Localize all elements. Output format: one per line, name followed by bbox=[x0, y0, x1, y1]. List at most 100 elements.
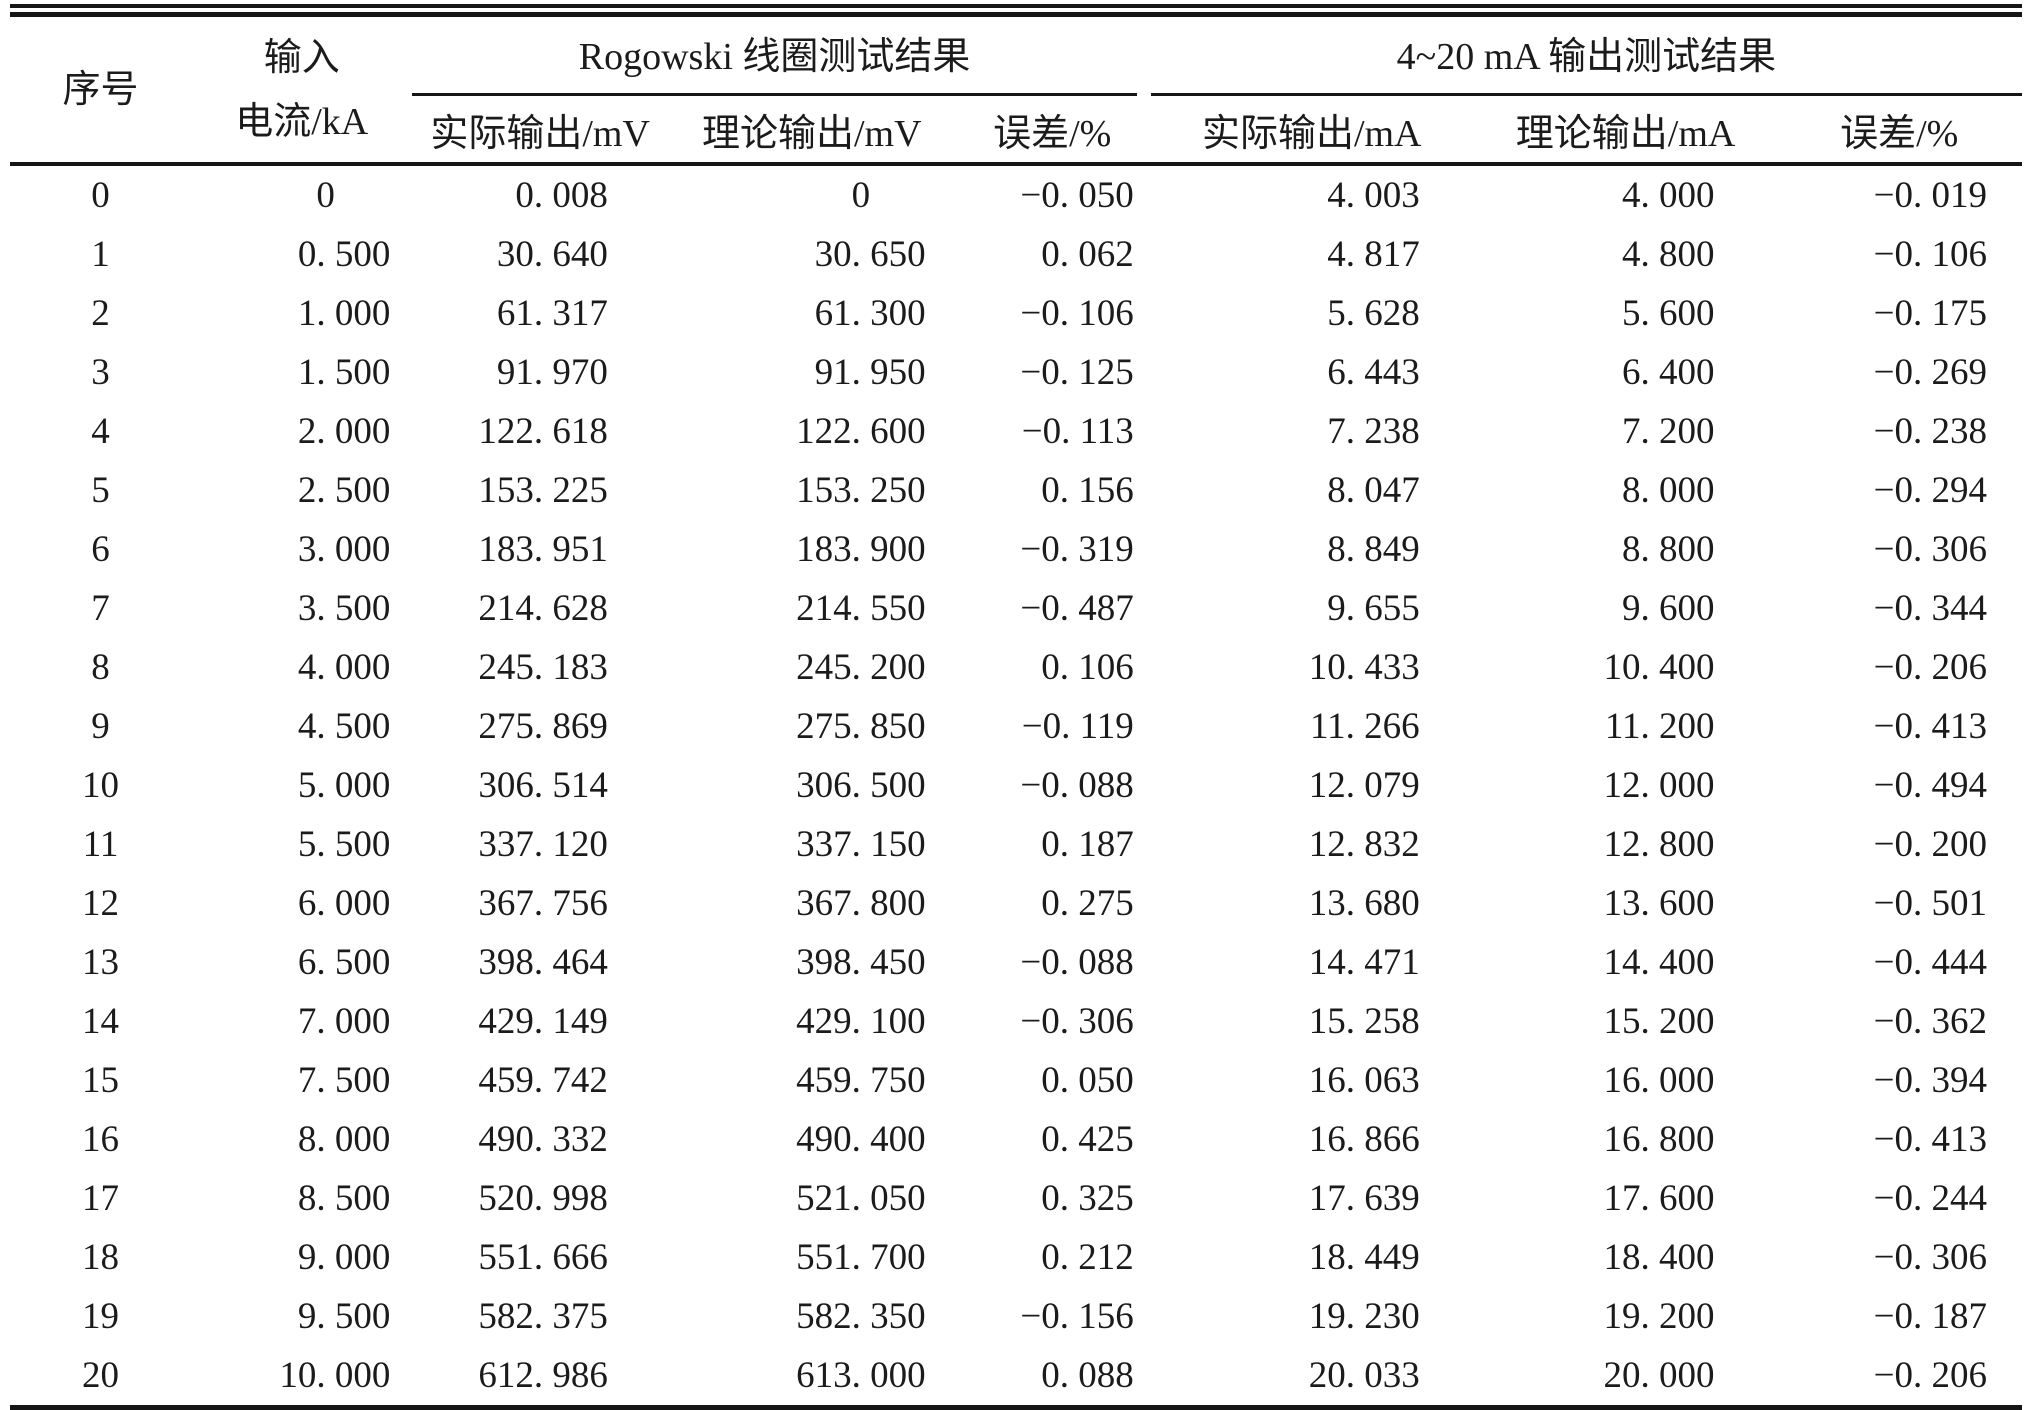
cell-ma-theory: 16. 000 bbox=[1603, 1060, 1715, 1101]
cell-ma-error: −0. 394 bbox=[1873, 1060, 1987, 1101]
cell-seq: 2 bbox=[91, 293, 110, 334]
cell-rogowski-error: 0. 325 bbox=[1041, 1178, 1134, 1219]
cell-rogowski-actual: 153. 225 bbox=[478, 470, 608, 511]
header-group-4-20ma-label: 4~20 mA 输出测试结果 bbox=[1150, 17, 2022, 96]
table-row: 6 3. 000 183. 951 183. 900 −0. 319 8. 84… bbox=[10, 520, 2022, 579]
cell-rogowski-actual: 183. 951 bbox=[478, 529, 608, 570]
cell-ma-error: −0. 206 bbox=[1873, 647, 1987, 688]
cell-rogowski-error: 0. 156 bbox=[1041, 470, 1134, 511]
table-row: 11 5. 500 337. 120 337. 150 0. 187 12. 8… bbox=[10, 815, 2022, 874]
cell-rogowski-actual: 0. 008 bbox=[515, 175, 608, 216]
table-row: 15 7. 500 459. 742 459. 750 0. 050 16. 0… bbox=[10, 1051, 2022, 1110]
cell-input-current: 5. 000 bbox=[297, 765, 391, 806]
header-group-4-20ma: 4~20 mA 输出测试结果 bbox=[1149, 17, 2022, 96]
cell-rogowski-actual: 490. 332 bbox=[478, 1119, 608, 1160]
header-rogowski-theory: 理论输出/mV bbox=[667, 96, 956, 166]
cell-rogowski-error: 0. 062 bbox=[1041, 234, 1134, 275]
cell-seq: 9 bbox=[91, 706, 110, 747]
cell-rogowski-actual: 306. 514 bbox=[478, 765, 608, 806]
cell-rogowski-actual: 91. 970 bbox=[496, 352, 608, 393]
cell-rogowski-theory: 153. 250 bbox=[796, 470, 926, 511]
cell-ma-theory: 9. 600 bbox=[1621, 588, 1715, 629]
cell-ma-theory: 4. 000 bbox=[1621, 175, 1715, 216]
cell-ma-actual: 8. 047 bbox=[1327, 470, 1420, 511]
cell-rogowski-theory: 183. 900 bbox=[796, 529, 926, 570]
cell-ma-actual: 6. 443 bbox=[1327, 352, 1420, 393]
cell-seq: 12 bbox=[82, 883, 120, 924]
cell-seq: 14 bbox=[82, 1001, 120, 1042]
cell-ma-error: −0. 019 bbox=[1873, 175, 1987, 216]
cell-ma-actual: 16. 063 bbox=[1308, 1060, 1420, 1101]
cell-ma-error: −0. 175 bbox=[1873, 293, 1987, 334]
cell-ma-error: −0. 362 bbox=[1873, 1001, 1987, 1042]
cell-rogowski-error: 0. 088 bbox=[1041, 1355, 1134, 1396]
cell-seq: 10 bbox=[82, 765, 120, 806]
header-rogowski-actual: 实际输出/mV bbox=[412, 96, 668, 166]
cell-ma-theory: 18. 400 bbox=[1603, 1237, 1715, 1278]
cell-rogowski-actual: 122. 618 bbox=[478, 411, 608, 452]
cell-ma-error: −0. 244 bbox=[1873, 1178, 1987, 1219]
cell-rogowski-theory: 429. 100 bbox=[796, 1001, 926, 1042]
cell-ma-error: −0. 294 bbox=[1873, 470, 1987, 511]
cell-ma-actual: 12. 832 bbox=[1308, 824, 1420, 865]
header-sub-row: 实际输出/mV 理论输出/mV 误差/% 实际输出/mA 理论输出/mA 误差/… bbox=[10, 96, 2022, 166]
cell-seq: 18 bbox=[82, 1237, 120, 1278]
cell-rogowski-actual: 398. 464 bbox=[478, 942, 608, 983]
table-row: 20 10. 000 612. 986 613. 000 0. 088 20. … bbox=[10, 1346, 2022, 1405]
cell-input-current: 6. 000 bbox=[297, 883, 391, 924]
header-group-rogowski-label: Rogowski 线圈测试结果 bbox=[412, 17, 1137, 96]
cell-input-current: 9. 000 bbox=[297, 1237, 391, 1278]
cell-ma-theory: 6. 400 bbox=[1621, 352, 1715, 393]
cell-rogowski-error: −0. 487 bbox=[1020, 588, 1134, 629]
cell-ma-error: −0. 344 bbox=[1873, 588, 1987, 629]
cell-input-current: 0. 500 bbox=[297, 234, 391, 275]
cell-ma-theory: 8. 000 bbox=[1621, 470, 1715, 511]
cell-ma-actual: 7. 238 bbox=[1327, 411, 1420, 452]
cell-ma-error: −0. 501 bbox=[1873, 883, 1987, 924]
cell-ma-theory: 15. 200 bbox=[1603, 1001, 1715, 1042]
cell-input-current: 0 bbox=[316, 175, 391, 216]
cell-ma-theory: 20. 000 bbox=[1603, 1355, 1715, 1396]
table-row: 12 6. 000 367. 756 367. 800 0. 275 13. 6… bbox=[10, 874, 2022, 933]
cell-rogowski-theory: 490. 400 bbox=[796, 1119, 926, 1160]
cell-input-current: 1. 500 bbox=[297, 352, 391, 393]
cell-ma-theory: 10. 400 bbox=[1603, 647, 1715, 688]
cell-seq: 4 bbox=[91, 411, 110, 452]
cell-rogowski-actual: 582. 375 bbox=[478, 1296, 608, 1337]
cell-ma-error: −0. 206 bbox=[1873, 1355, 1987, 1396]
table-row: 0 0 0. 008 0 −0. 050 4. 003 4. 000 −0. 0… bbox=[10, 166, 2022, 225]
cell-rogowski-error: −0. 088 bbox=[1020, 942, 1134, 983]
cell-ma-actual: 13. 680 bbox=[1308, 883, 1420, 924]
cell-rogowski-actual: 245. 183 bbox=[478, 647, 608, 688]
header-seq: 序号 bbox=[10, 17, 192, 166]
cell-rogowski-error: 0. 187 bbox=[1041, 824, 1134, 865]
cell-ma-theory: 17. 600 bbox=[1603, 1178, 1715, 1219]
cell-rogowski-actual: 612. 986 bbox=[478, 1355, 608, 1396]
header-ma-error: 误差/% bbox=[1776, 96, 2022, 166]
cell-rogowski-theory: 275. 850 bbox=[796, 706, 926, 747]
cell-ma-error: −0. 306 bbox=[1873, 1237, 1987, 1278]
cell-rogowski-actual: 459. 742 bbox=[478, 1060, 608, 1101]
cell-seq: 1 bbox=[91, 234, 110, 275]
cell-seq: 17 bbox=[82, 1178, 120, 1219]
cell-rogowski-error: −0. 050 bbox=[1020, 175, 1134, 216]
table-row: 19 9. 500 582. 375 582. 350 −0. 156 19. … bbox=[10, 1287, 2022, 1346]
cell-seq: 15 bbox=[82, 1060, 120, 1101]
table-row: 8 4. 000 245. 183 245. 200 0. 106 10. 43… bbox=[10, 638, 2022, 697]
cell-input-current: 6. 500 bbox=[297, 942, 391, 983]
cell-ma-error: −0. 494 bbox=[1873, 765, 1987, 806]
cell-ma-theory: 4. 800 bbox=[1621, 234, 1715, 275]
header-rogowski-error: 误差/% bbox=[955, 96, 1149, 166]
table-row: 5 2. 500 153. 225 153. 250 0. 156 8. 047… bbox=[10, 461, 2022, 520]
cell-rogowski-theory: 306. 500 bbox=[796, 765, 926, 806]
header-group-rogowski: Rogowski 线圈测试结果 bbox=[412, 17, 1148, 96]
cell-seq: 3 bbox=[91, 352, 110, 393]
cell-ma-actual: 4. 003 bbox=[1327, 175, 1420, 216]
cell-seq: 0 bbox=[91, 175, 110, 216]
cell-ma-theory: 11. 200 bbox=[1604, 706, 1715, 747]
cell-ma-actual: 4. 817 bbox=[1327, 234, 1420, 275]
cell-ma-theory: 12. 800 bbox=[1603, 824, 1715, 865]
cell-rogowski-theory: 91. 950 bbox=[814, 352, 926, 393]
cell-ma-theory: 19. 200 bbox=[1603, 1296, 1715, 1337]
